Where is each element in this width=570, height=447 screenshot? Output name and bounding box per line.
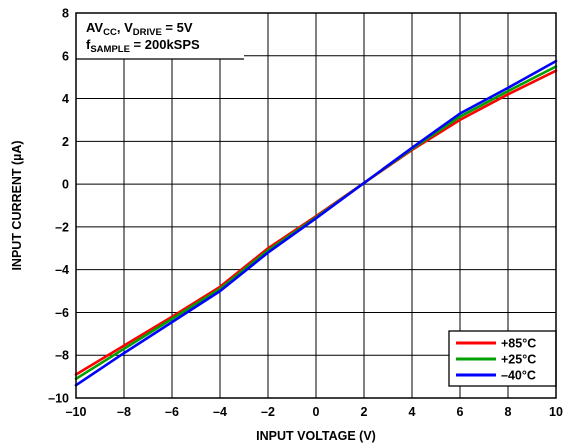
- x-tick-label: 8: [505, 405, 512, 419]
- annotation-line-2: fSAMPLE = 200kSPS: [86, 37, 200, 55]
- x-tick-label: –4: [213, 405, 227, 419]
- x-tick-label: 6: [457, 405, 464, 419]
- x-tick-label: –2: [261, 405, 275, 419]
- y-tick-label: 2: [62, 135, 69, 149]
- y-axis-title: INPUT CURRENT (µA): [10, 140, 24, 270]
- y-tick-label: –2: [55, 220, 69, 234]
- y-tick-label: –8: [55, 349, 69, 363]
- y-tick-label: 6: [62, 49, 69, 63]
- y-tick-label: –10: [48, 392, 69, 406]
- series-line-2: [74, 59, 558, 387]
- x-tick-label: –10: [66, 405, 87, 419]
- x-tick-label: 2: [361, 405, 368, 419]
- y-tick-label: –4: [55, 263, 69, 277]
- x-tick-label: –8: [117, 405, 131, 419]
- legend-label: +25°C: [501, 353, 536, 367]
- legend-label: –40°C: [501, 369, 536, 383]
- legend: +85°C +25°C –40°C: [456, 337, 536, 383]
- x-axis-ticks: –10 –8 –6 –4 –2 0 2 4 6 8 10: [66, 405, 563, 419]
- y-tick-label: –6: [55, 306, 69, 320]
- annotation-backdrop: [76, 9, 244, 59]
- series-lines: [74, 59, 558, 387]
- y-axis-ticks: 8 6 4 2 0 –2 –4 –6 –8 –10: [48, 7, 69, 406]
- y-tick-label: 8: [62, 7, 69, 21]
- annotation-line-1: AVCC, VDRIVE = 5V: [86, 20, 193, 38]
- x-tick-label: 10: [549, 405, 563, 419]
- x-tick-label: 0: [313, 405, 320, 419]
- x-tick-label: 4: [409, 405, 416, 419]
- x-tick-label: –6: [165, 405, 179, 419]
- y-tick-label: 0: [62, 178, 69, 192]
- y-tick-label: 4: [62, 92, 69, 106]
- legend-label: +85°C: [501, 337, 536, 351]
- plot-frame: [75, 12, 557, 399]
- x-axis-title: INPUT VOLTAGE (V): [256, 429, 376, 443]
